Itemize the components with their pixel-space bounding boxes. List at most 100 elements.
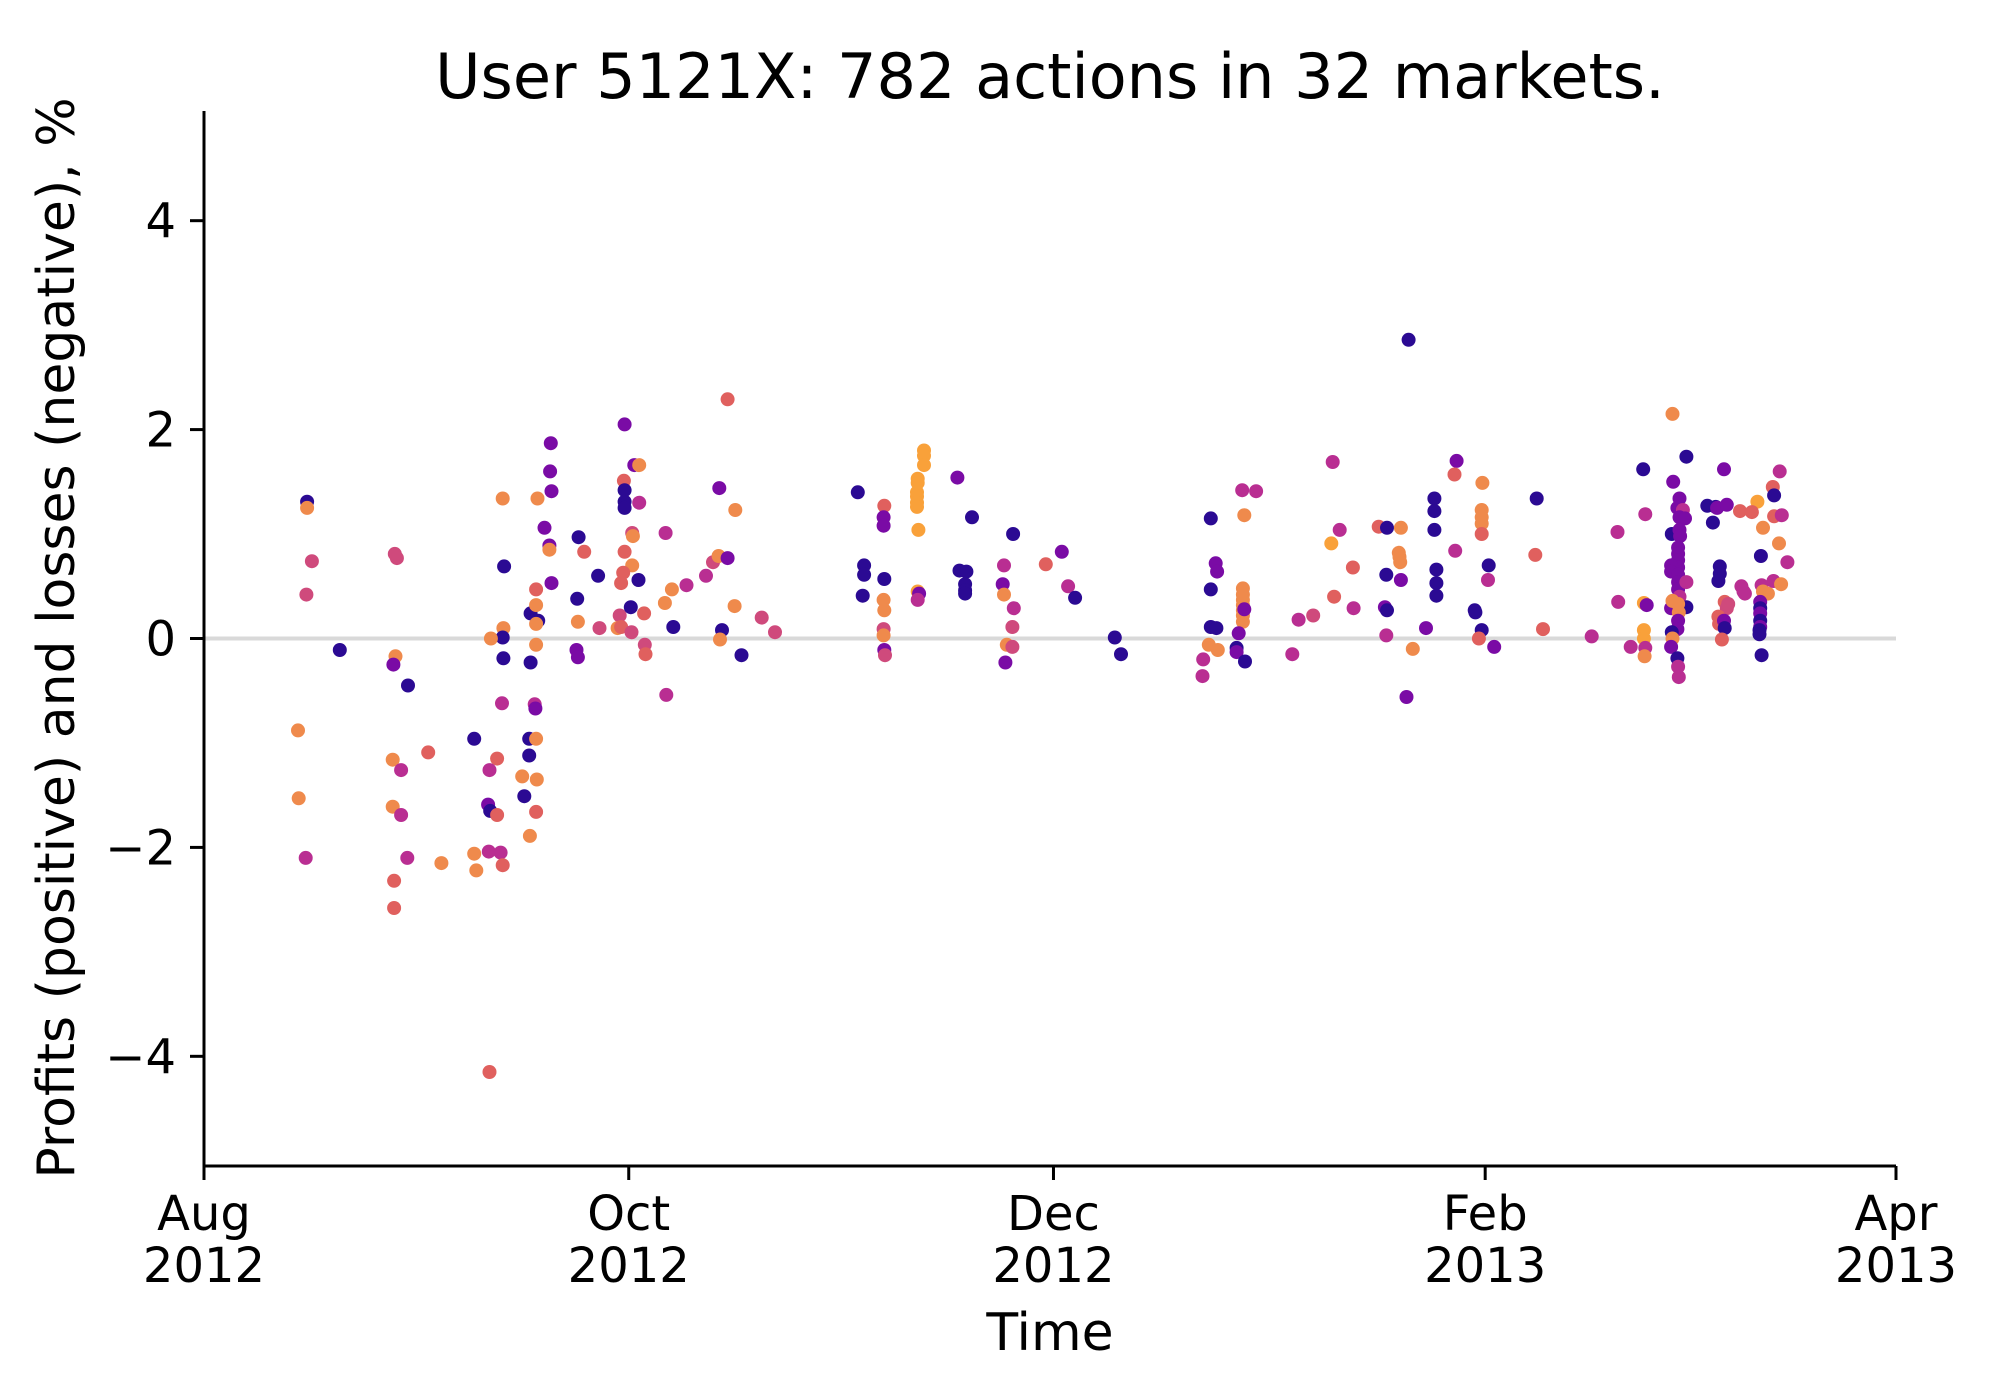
x-tick-label-year: 2013: [1424, 1238, 1546, 1294]
y-tick-label: −4: [105, 1029, 176, 1085]
data-point: [577, 544, 592, 559]
data-point: [482, 763, 497, 778]
y-tick-label: 0: [145, 612, 176, 668]
data-point: [910, 499, 924, 514]
data-point: [1196, 652, 1211, 667]
data-point: [522, 748, 537, 763]
data-point: [876, 628, 891, 643]
data-point: [529, 804, 544, 819]
data-point: [394, 808, 409, 822]
data-point: [490, 751, 505, 766]
data-point: [482, 1065, 497, 1079]
data-point: [617, 483, 632, 498]
data-point: [1772, 464, 1787, 479]
data-point: [1429, 588, 1444, 603]
data-point: [614, 620, 629, 634]
data-point: [734, 648, 749, 663]
data-point: [1237, 508, 1252, 523]
data-point: [638, 647, 653, 662]
data-point: [481, 844, 496, 859]
data-point: [1471, 631, 1486, 646]
data-point: [1481, 573, 1495, 587]
x-tick-label-year: 2012: [992, 1238, 1114, 1294]
data-point: [1285, 647, 1300, 662]
data-point: [1752, 627, 1767, 642]
data-point: [385, 752, 400, 767]
data-point: [1468, 605, 1483, 620]
data-point: [876, 518, 891, 533]
data-point: [625, 529, 640, 544]
data-point: [1717, 621, 1732, 636]
data-point: [1306, 608, 1321, 623]
data-point: [997, 558, 1011, 573]
data-point: [1447, 467, 1462, 482]
data-point: [529, 616, 544, 631]
data-point: [1756, 520, 1770, 535]
data-point: [1679, 575, 1694, 590]
data-point: [1733, 504, 1747, 519]
data-point: [1327, 589, 1342, 604]
data-point: [728, 503, 743, 517]
x-axis-label: Time: [985, 1303, 1113, 1363]
data-point: [657, 596, 672, 610]
data-point: [1249, 484, 1264, 499]
x-tick-label-month: Feb: [1443, 1186, 1528, 1242]
data-point: [1611, 594, 1626, 609]
data-point: [917, 458, 931, 473]
data-point: [1380, 603, 1394, 618]
data-point: [1429, 576, 1444, 591]
data-point: [291, 791, 306, 806]
data-point: [1714, 632, 1729, 647]
data-point: [1774, 508, 1789, 523]
data-point: [1717, 462, 1731, 477]
data-point: [1636, 462, 1651, 477]
data-point: [542, 542, 557, 557]
data-point: [1705, 515, 1720, 530]
data-point: [1529, 491, 1544, 506]
data-point: [421, 745, 436, 760]
data-point: [434, 856, 449, 871]
data-point: [1006, 527, 1021, 541]
data-point: [1107, 630, 1122, 645]
data-point: [543, 464, 558, 479]
data-point: [614, 576, 629, 591]
data-point: [877, 498, 892, 513]
data-point: [877, 603, 892, 618]
data-point: [959, 564, 974, 579]
x-tick-label-month: Oct: [587, 1186, 670, 1242]
data-point: [495, 858, 510, 873]
data-point: [1237, 602, 1252, 617]
data-point: [1006, 601, 1021, 616]
data-point: [1210, 564, 1225, 579]
data-point: [1610, 525, 1625, 539]
data-point: [631, 573, 646, 587]
data-point: [537, 520, 552, 535]
data-point: [529, 637, 544, 652]
data-point: [727, 599, 742, 614]
data-point: [997, 587, 1011, 602]
data-point: [876, 592, 891, 607]
data-point: [1203, 582, 1218, 597]
data-point: [877, 572, 892, 586]
data-point: [1774, 577, 1789, 592]
data-point: [768, 625, 782, 640]
data-point: [1427, 504, 1442, 519]
data-point: [592, 621, 607, 636]
data-point: [1380, 520, 1394, 535]
data-point: [850, 485, 865, 500]
data-point: [1005, 639, 1020, 654]
data-point: [1481, 558, 1496, 573]
data-point: [1638, 507, 1653, 522]
x-tick-label-month: Apr: [1854, 1186, 1937, 1242]
data-point: [304, 554, 319, 569]
data-point: [1772, 536, 1786, 551]
data-point: [664, 582, 679, 597]
data-point: [1475, 475, 1490, 490]
data-point: [855, 588, 870, 603]
y-tick-label: 4: [145, 194, 176, 250]
data-point: [389, 551, 404, 566]
data-point: [497, 559, 512, 574]
data-point: [1238, 654, 1252, 669]
data-point: [387, 873, 402, 888]
